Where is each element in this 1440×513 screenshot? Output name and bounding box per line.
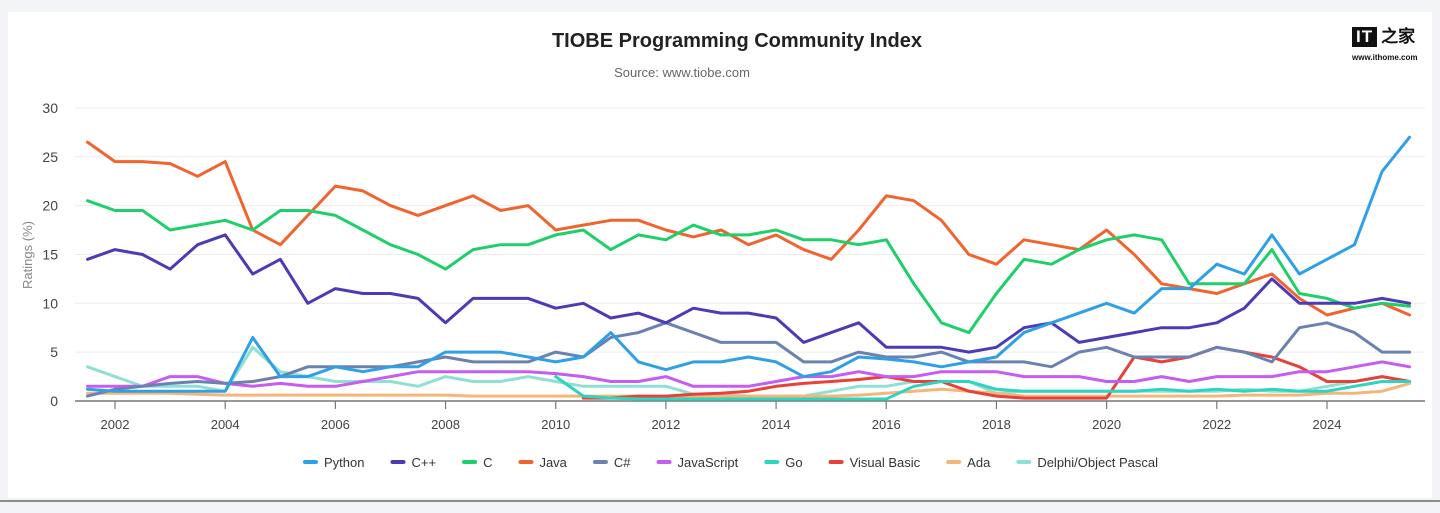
- series-line-visual-basic: [581, 345, 1412, 400]
- legend-label: Go: [785, 455, 802, 470]
- x-tick-label: 2018: [982, 417, 1011, 432]
- series-line-javascript: [86, 360, 1412, 388]
- legend-label: Java: [539, 455, 567, 470]
- legend-swatch: [390, 460, 406, 464]
- legend-item-delphi-object-pascal[interactable]: Delphi/Object Pascal: [1016, 455, 1158, 470]
- legend-label: C: [483, 455, 492, 470]
- x-tick-label: 2020: [1092, 417, 1121, 432]
- series-line-c: [86, 199, 1412, 335]
- y-tick-label: 0: [50, 393, 58, 409]
- legend-item-python[interactable]: Python: [303, 455, 364, 470]
- x-tick-label: 2014: [762, 417, 791, 432]
- y-tick-label: 5: [50, 344, 58, 360]
- x-tick-label: 2024: [1313, 417, 1342, 432]
- x-tick-label: 2002: [101, 417, 130, 432]
- legend-swatch: [656, 460, 672, 464]
- legend-label: Python: [324, 455, 364, 470]
- logo-cn: 之家: [1381, 27, 1416, 46]
- chart-title: TIOBE Programming Community Index: [551, 30, 923, 52]
- series-line-java: [86, 140, 1412, 317]
- series-line-c-: [86, 233, 1412, 354]
- series-line-python: [86, 135, 1412, 393]
- chart-card: [8, 12, 1432, 498]
- logo-url: www.ithome.com: [1352, 53, 1418, 62]
- legend-item-c-[interactable]: C#: [592, 455, 631, 470]
- legend-item-c-[interactable]: C++: [390, 455, 436, 470]
- legend-swatch: [1016, 460, 1032, 464]
- y-axis-label: Ratings (%): [20, 221, 35, 289]
- legend-label: Ada: [967, 455, 991, 470]
- legend-swatch: [764, 460, 780, 464]
- x-tick-label: 2004: [211, 417, 240, 432]
- y-tick-label: 10: [42, 295, 58, 311]
- legend-item-javascript[interactable]: JavaScript: [656, 455, 739, 470]
- y-tick-label: 30: [42, 100, 58, 116]
- x-tick-label: 2010: [541, 417, 570, 432]
- legend-label: Visual Basic: [850, 455, 921, 470]
- legend-swatch: [303, 460, 318, 464]
- x-tick-label: 2012: [651, 417, 680, 432]
- legend-item-go[interactable]: Go: [764, 455, 803, 470]
- legend-swatch: [462, 460, 478, 464]
- series-line-go: [554, 375, 1412, 401]
- series-line-ada: [86, 381, 1412, 398]
- y-tick-label: 20: [42, 198, 58, 214]
- legend-label: C++: [411, 455, 436, 470]
- legend-label: Delphi/Object Pascal: [1037, 455, 1158, 470]
- chart-subtitle: Source: www.tiobe.com: [614, 65, 750, 80]
- x-tick-label: 2022: [1202, 417, 1231, 432]
- legend-item-java[interactable]: Java: [518, 455, 568, 470]
- legend-label: JavaScript: [678, 455, 739, 470]
- legend-swatch: [946, 460, 962, 464]
- legend-swatch: [592, 460, 608, 464]
- logo-mark: IT: [1352, 27, 1378, 47]
- divider: [0, 500, 1440, 502]
- legend-item-c[interactable]: C: [462, 455, 492, 470]
- legend-label: C#: [614, 455, 631, 470]
- legend-swatch: [828, 460, 844, 464]
- x-tick-label: 2016: [872, 417, 901, 432]
- y-tick-label: 25: [42, 149, 58, 165]
- legend-swatch: [518, 460, 534, 464]
- legend-item-visual-basic[interactable]: Visual Basic: [828, 455, 921, 470]
- ithome-logo: IT 之家 www.ithome.com: [1352, 22, 1420, 62]
- legend-item-ada[interactable]: Ada: [946, 455, 991, 470]
- series-line-c-: [86, 321, 1412, 398]
- x-tick-label: 2006: [321, 417, 350, 432]
- y-tick-label: 15: [42, 246, 58, 262]
- x-tick-label: 2008: [431, 417, 460, 432]
